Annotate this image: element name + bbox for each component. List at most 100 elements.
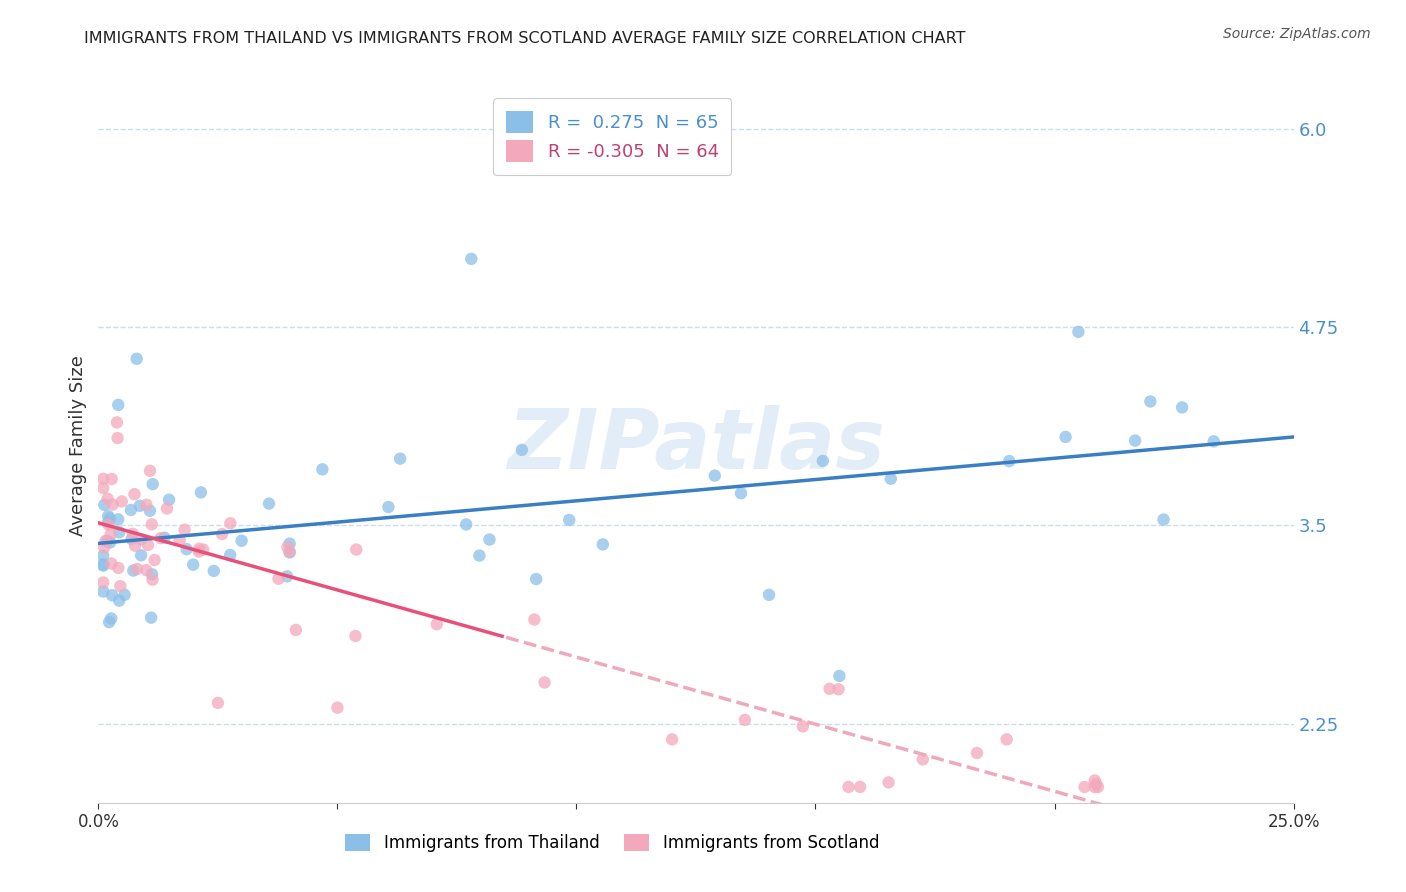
Point: [98, 615, 121, 629]
Point: [1073, 780, 1095, 794]
Point: [94, 533, 117, 548]
Point: [460, 252, 482, 266]
Point: [533, 675, 555, 690]
Point: [93, 541, 115, 555]
Point: [97, 509, 120, 524]
Point: [211, 527, 233, 541]
Point: [107, 398, 129, 412]
Point: [1202, 434, 1225, 449]
Point: [792, 719, 814, 733]
Point: [818, 681, 841, 696]
Point: [456, 517, 478, 532]
Point: [838, 780, 860, 794]
Point: [100, 527, 122, 541]
Point: [143, 553, 166, 567]
Point: [877, 775, 900, 789]
Point: [426, 617, 449, 632]
Legend: Immigrants from Thailand, Immigrants from Scotland: Immigrants from Thailand, Immigrants fro…: [339, 827, 886, 859]
Point: [1084, 773, 1107, 788]
Point: [97, 516, 120, 530]
Point: [129, 549, 152, 563]
Point: [96, 533, 118, 548]
Point: [107, 512, 129, 526]
Point: [141, 517, 163, 532]
Point: [111, 494, 134, 508]
Point: [377, 500, 399, 514]
Point: [326, 700, 349, 714]
Point: [966, 746, 988, 760]
Point: [128, 499, 150, 513]
Point: [136, 538, 159, 552]
Point: [139, 464, 162, 478]
Point: [231, 533, 253, 548]
Point: [524, 572, 547, 586]
Point: [1153, 513, 1175, 527]
Point: [120, 503, 142, 517]
Point: [880, 472, 903, 486]
Point: [344, 629, 367, 643]
Point: [139, 504, 162, 518]
Point: [181, 558, 204, 572]
Point: [135, 563, 157, 577]
Point: [173, 523, 195, 537]
Point: [93, 498, 115, 512]
Point: [558, 513, 581, 527]
Point: [98, 535, 121, 549]
Point: [127, 562, 149, 576]
Point: [344, 542, 367, 557]
Point: [141, 573, 163, 587]
Text: Source: ZipAtlas.com: Source: ZipAtlas.com: [1223, 27, 1371, 41]
Point: [1067, 325, 1090, 339]
Point: [100, 611, 122, 625]
Point: [157, 492, 180, 507]
Point: [193, 542, 215, 557]
Point: [1087, 780, 1109, 794]
Point: [478, 533, 501, 547]
Point: [661, 732, 683, 747]
Point: [108, 593, 131, 607]
Point: [1139, 394, 1161, 409]
Point: [278, 545, 301, 559]
Point: [1084, 780, 1107, 794]
Point: [100, 472, 122, 486]
Point: [141, 567, 163, 582]
Point: [125, 351, 148, 366]
Point: [135, 498, 157, 512]
Point: [827, 682, 849, 697]
Point: [187, 544, 209, 558]
Point: [811, 454, 834, 468]
Point: [153, 531, 176, 545]
Point: [121, 532, 143, 546]
Point: [278, 536, 301, 550]
Point: [110, 579, 132, 593]
Point: [1054, 430, 1077, 444]
Point: [149, 531, 172, 545]
Point: [219, 516, 242, 531]
Point: [188, 541, 211, 556]
Text: IMMIGRANTS FROM THAILAND VS IMMIGRANTS FROM SCOTLAND AVERAGE FAMILY SIZE CORRELA: IMMIGRANTS FROM THAILAND VS IMMIGRANTS F…: [84, 31, 966, 46]
Point: [276, 569, 298, 583]
Point: [257, 497, 280, 511]
Point: [1085, 777, 1108, 791]
Point: [468, 549, 491, 563]
Point: [828, 669, 851, 683]
Point: [101, 498, 124, 512]
Point: [105, 416, 128, 430]
Point: [202, 564, 225, 578]
Point: [267, 572, 290, 586]
Point: [190, 485, 212, 500]
Point: [219, 548, 242, 562]
Point: [1171, 401, 1194, 415]
Point: [510, 442, 533, 457]
Point: [592, 537, 614, 551]
Point: [139, 610, 162, 624]
Point: [311, 462, 333, 476]
Point: [730, 486, 752, 500]
Point: [114, 588, 136, 602]
Point: [98, 511, 121, 525]
Point: [101, 588, 124, 602]
Point: [97, 517, 120, 532]
Point: [91, 584, 114, 599]
Point: [91, 575, 114, 590]
Point: [108, 525, 131, 540]
